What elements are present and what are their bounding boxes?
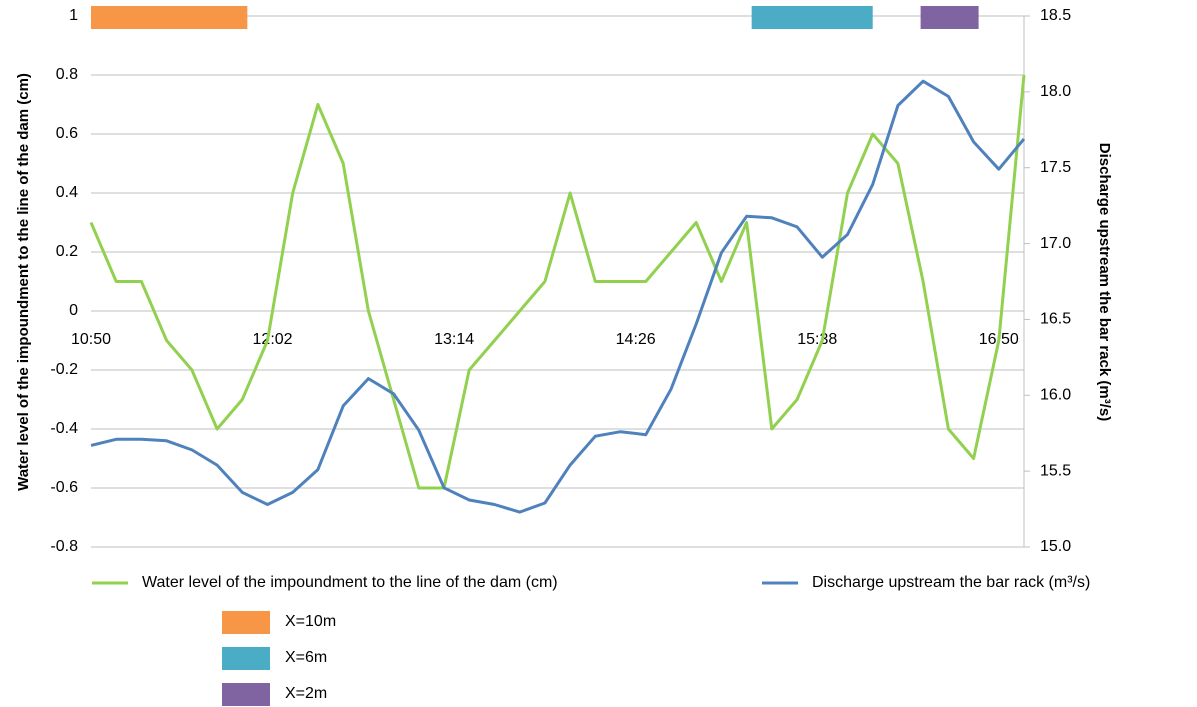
- legend-swatch: [222, 647, 270, 670]
- x-tick-label: 13:14: [434, 331, 474, 348]
- legend-label: X=2m: [285, 685, 327, 702]
- y2-tick-label: 15.0: [1040, 538, 1071, 555]
- period-bar: [91, 6, 248, 29]
- series-line: [89, 74, 1026, 490]
- y2-tick-label: 17.0: [1040, 235, 1071, 252]
- y-tick-label: 0.4: [56, 184, 78, 201]
- y-tick-label: 0: [69, 302, 78, 319]
- y2-tick-label: 17.5: [1040, 159, 1071, 176]
- y-tick-label: 1: [69, 7, 78, 24]
- y2-tick-label: 18.5: [1040, 7, 1071, 24]
- legend-label: Discharge upstream the bar rack (m³/s): [812, 574, 1090, 591]
- x-tick-label: 10:50: [71, 331, 111, 348]
- legend-swatch: [222, 683, 270, 706]
- series-line: [90, 79, 1026, 514]
- y-tick-label: -0.2: [50, 361, 78, 378]
- legend-label: X=10m: [285, 613, 336, 630]
- legend-label: X=6m: [285, 649, 327, 666]
- legend-swatch: [222, 611, 270, 634]
- y2-tick-label: 16.5: [1040, 311, 1071, 328]
- legend-label: Water level of the impoundment to the li…: [142, 574, 558, 591]
- y2-tick-label: 16.0: [1040, 387, 1071, 404]
- y-axis-label: Water level of the impoundment to the li…: [15, 73, 32, 491]
- y-tick-label: 0.8: [56, 66, 78, 83]
- x-tick-label: 12:02: [253, 331, 293, 348]
- y2-tick-label: 15.5: [1040, 462, 1071, 479]
- y-tick-label: -0.4: [50, 420, 78, 437]
- y-tick-label: 0.6: [56, 125, 78, 142]
- y-tick-label: 0.2: [56, 243, 78, 260]
- y-tick-label: -0.8: [50, 538, 78, 555]
- period-bar: [920, 6, 979, 29]
- y2-tick-label: 18.0: [1040, 83, 1071, 100]
- y2-axis-label: Discharge upstream the bar rack (m³/s): [1096, 143, 1113, 421]
- y-tick-label: -0.6: [50, 479, 78, 496]
- period-bar: [751, 6, 873, 29]
- x-tick-label: 14:26: [616, 331, 656, 348]
- x-tick-label: 15:38: [797, 331, 837, 348]
